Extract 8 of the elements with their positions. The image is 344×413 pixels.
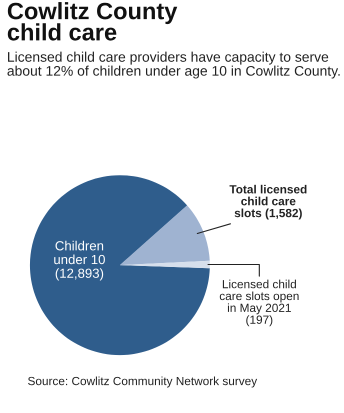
pie-slice	[30, 175, 210, 356]
slice-label: Licensed child care slots open in May 2021 (197)	[220, 280, 299, 326]
source-note: Source: Cowlitz Community Network survey	[28, 376, 258, 388]
slice-label: Total licensed child care slots (1,582)	[230, 184, 306, 220]
chart-subtitle: Licensed child care providers have capacity to serve about 12% of children under age 10 in Cowlitz County.	[7, 52, 340, 79]
chart-title: Cowlitz County child care	[8, 2, 178, 41]
pie-slice	[120, 205, 210, 266]
slice-label: Children under 10 (12,893)	[54, 240, 105, 281]
